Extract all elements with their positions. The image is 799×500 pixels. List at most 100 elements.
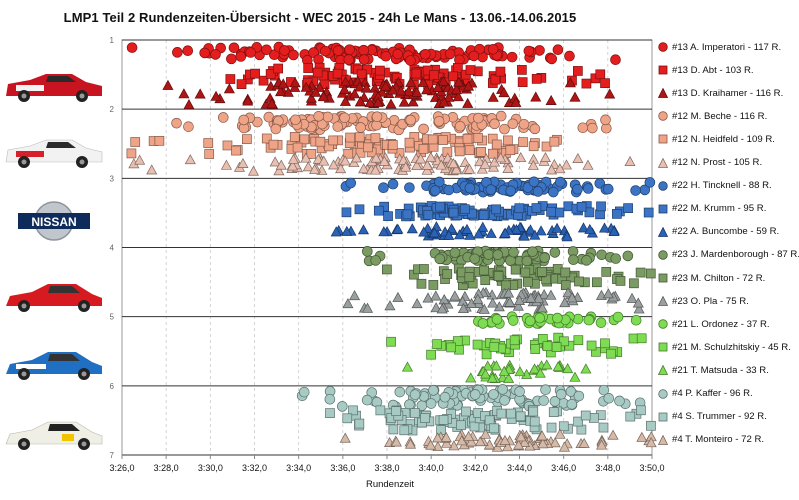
- data-point-square: [355, 147, 366, 158]
- data-point-circle: [539, 252, 550, 263]
- legend-label: #21 T. Matsuda - 33 R.: [672, 364, 769, 376]
- data-point-square: [551, 342, 562, 352]
- x-tick-label: 3:34,0: [286, 463, 311, 473]
- data-point-square: [510, 264, 521, 275]
- data-point-square: [438, 135, 448, 145]
- data-point-triangle: [395, 85, 407, 96]
- data-point-square: [586, 340, 597, 351]
- data-point-square: [464, 272, 475, 282]
- data-point-triangle: [569, 91, 581, 102]
- data-point-circle: [546, 53, 558, 65]
- data-point-square: [375, 405, 386, 416]
- data-point-triangle: [411, 298, 423, 309]
- data-point-square: [488, 148, 498, 159]
- data-point-circle: [394, 386, 406, 398]
- data-point-square: [493, 271, 504, 281]
- data-point-triangle: [430, 302, 442, 313]
- data-point-circle: [549, 247, 561, 258]
- data-point-square: [573, 416, 583, 427]
- data-point-square: [370, 133, 381, 144]
- data-point-circle: [428, 385, 439, 396]
- legend-marker-triangle: [658, 226, 668, 237]
- data-point-triangle: [498, 87, 510, 98]
- data-point-circle: [582, 183, 594, 194]
- data-point-circle: [507, 315, 519, 326]
- legend-label: #12 M. Beche - 116 R.: [672, 110, 768, 122]
- data-point-circle: [644, 177, 656, 188]
- data-point-square: [461, 406, 471, 417]
- data-point-square: [469, 421, 480, 432]
- data-point-square: [484, 415, 495, 426]
- data-point-triangle: [247, 165, 259, 176]
- data-point-triangle: [462, 97, 474, 108]
- y-tick-label: 2: [110, 105, 115, 114]
- data-point-square: [600, 338, 610, 349]
- data-point-circle: [598, 384, 610, 396]
- data-point-triangle: [487, 91, 499, 102]
- y-tick-label: 3: [110, 174, 115, 183]
- data-point-circle: [612, 311, 624, 323]
- data-point-circle: [454, 120, 466, 132]
- legend-marker-square: [658, 412, 668, 421]
- data-point-circle: [405, 55, 416, 66]
- x-axis-title: Rundenzeit: [365, 479, 415, 490]
- data-point-triangle: [282, 86, 294, 97]
- data-point-triangle: [380, 80, 392, 91]
- data-point-triangle: [569, 371, 581, 382]
- data-point-triangle: [178, 88, 190, 99]
- data-point-triangle: [350, 152, 363, 163]
- data-point-square: [531, 74, 542, 84]
- data-point-triangle: [478, 303, 490, 314]
- data-point-triangle: [510, 96, 522, 107]
- data-point-triangle: [443, 229, 455, 240]
- legend-marker-circle: [658, 388, 668, 399]
- legend-label: #23 M. Chilton - 72 R.: [672, 272, 766, 284]
- data-point-triangle: [518, 436, 530, 447]
- data-point-square: [363, 142, 373, 153]
- legend-label: #4 S. Trummer - 92 R.: [672, 411, 767, 423]
- data-point-square: [130, 137, 141, 147]
- data-point-square: [629, 278, 639, 289]
- legend-item: #23 M. Chilton - 72 R.: [658, 271, 765, 285]
- y-tick-label: 5: [110, 313, 115, 322]
- data-point-triangle: [357, 224, 370, 235]
- data-point-circle: [508, 246, 519, 258]
- data-point-square: [292, 142, 303, 153]
- data-point-square: [399, 425, 410, 436]
- data-point-square: [531, 203, 542, 213]
- data-point-triangle: [608, 225, 620, 236]
- data-point-square: [505, 145, 516, 156]
- data-point-circle: [573, 390, 585, 402]
- data-point-triangle: [465, 372, 477, 383]
- data-point-triangle: [604, 88, 616, 99]
- data-point-square: [382, 264, 392, 275]
- data-point-square: [576, 201, 587, 212]
- data-point-circle: [245, 47, 256, 58]
- data-point-square: [315, 136, 326, 147]
- data-point-circle: [418, 123, 429, 135]
- legend-label: #13 A. Imperatori - 117 R.: [672, 41, 782, 53]
- data-point-square: [496, 408, 507, 419]
- data-point-square: [476, 147, 486, 157]
- data-point-square: [625, 411, 636, 422]
- data-point-circle: [487, 43, 499, 55]
- data-point-triangle: [440, 431, 452, 442]
- data-point-square: [546, 422, 557, 433]
- data-point-triangle: [349, 290, 361, 301]
- x-tick-label: 3:30,0: [198, 463, 223, 473]
- data-point-triangle: [480, 428, 492, 439]
- data-point-triangle: [472, 293, 484, 304]
- data-point-square: [495, 66, 506, 77]
- data-point-square: [464, 145, 475, 156]
- data-point-square: [342, 413, 353, 424]
- data-point-triangle: [562, 287, 574, 298]
- data-point-triangle: [448, 440, 460, 451]
- data-point-circle: [565, 386, 577, 397]
- data-point-triangle: [415, 153, 427, 164]
- data-point-square: [225, 74, 236, 84]
- data-point-triangle: [459, 156, 471, 167]
- data-point-circle: [630, 185, 641, 196]
- data-point-square: [418, 143, 429, 154]
- x-tick-label: 3:48,0: [595, 463, 620, 473]
- data-point-square: [542, 341, 553, 352]
